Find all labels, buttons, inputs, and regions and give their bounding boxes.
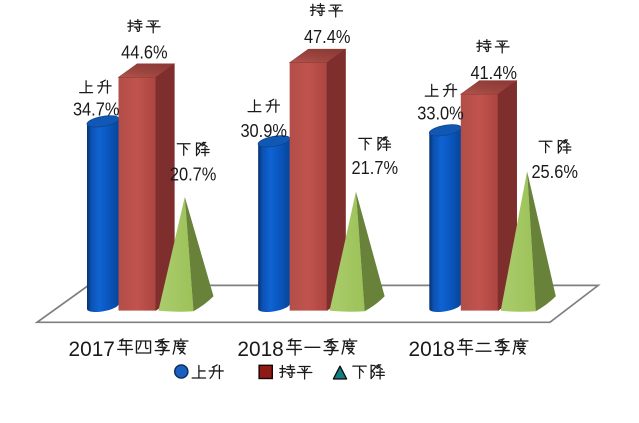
svg-text:2018: 2018 (237, 337, 283, 361)
svg-text:44.6%: 44.6% (121, 42, 168, 62)
svg-text:34.7%: 34.7% (73, 99, 120, 119)
svg-text:21.7%: 21.7% (352, 158, 399, 178)
svg-text:2018: 2018 (409, 337, 455, 361)
svg-text:30.9%: 30.9% (240, 121, 287, 141)
svg-text:33.0%: 33.0% (417, 103, 464, 123)
svg-text:47.4%: 47.4% (304, 27, 351, 47)
svg-text:41.4%: 41.4% (470, 63, 517, 83)
svg-text:20.7%: 20.7% (170, 164, 217, 184)
svg-text:2017: 2017 (69, 337, 115, 361)
svg-text:25.6%: 25.6% (531, 162, 578, 182)
